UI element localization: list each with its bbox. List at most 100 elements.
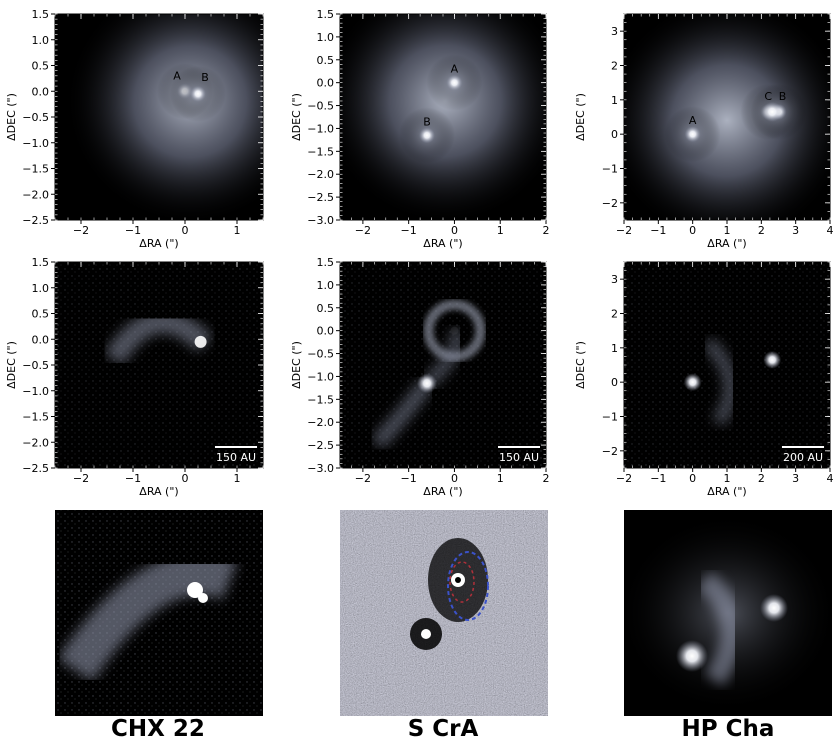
star-core <box>683 373 702 392</box>
y-tick-label: 0.0 <box>32 85 50 98</box>
star-label: A <box>173 69 181 82</box>
x-tick-label: 0 <box>689 472 696 485</box>
image-area <box>340 14 546 220</box>
y-tick-label: −0.5 <box>307 348 334 361</box>
star-label: B <box>779 90 787 103</box>
y-tick-label: 0.5 <box>32 308 50 321</box>
scale-bar-label: 150 AU <box>499 451 539 464</box>
x-axis-label: ΔRA (") <box>139 485 178 498</box>
zoom-image <box>340 510 548 716</box>
y-tick-label: −3.0 <box>307 214 334 227</box>
star-label: B <box>201 71 209 84</box>
disk-arc <box>702 337 738 427</box>
halo <box>624 14 830 220</box>
zoom-image <box>624 510 832 716</box>
y-tick-label: 1.5 <box>317 8 335 21</box>
y-tick-label: 1.0 <box>32 282 50 295</box>
y-tick-label: −0.5 <box>307 100 334 113</box>
y-tick-label: 0.0 <box>317 77 335 90</box>
y-axis-label: ΔDEC (") <box>5 341 18 389</box>
x-axis-label: ΔRA (") <box>707 485 746 498</box>
x-tick-label: 4 <box>827 224 834 237</box>
y-tick-label: −2.0 <box>307 168 334 181</box>
y-tick-label: 1.0 <box>317 31 335 44</box>
image-area <box>55 14 263 220</box>
x-tick-label: 0 <box>689 224 696 237</box>
x-tick-label: 1 <box>724 224 731 237</box>
y-tick-label: −1.5 <box>22 411 49 424</box>
y-tick-label: 0.5 <box>317 54 335 67</box>
noise <box>55 510 263 716</box>
y-tick-label: 1.5 <box>32 8 50 21</box>
y-tick-label: −2.5 <box>307 191 334 204</box>
x-tick-label: −1 <box>650 472 666 485</box>
x-tick-label: −1 <box>650 224 666 237</box>
star-core <box>416 373 437 394</box>
star-core <box>421 629 431 639</box>
y-tick-label: 3 <box>611 273 618 286</box>
y-tick-label: −1.5 <box>307 145 334 158</box>
y-tick-label: −1.0 <box>22 137 49 150</box>
x-tick-label: −1 <box>401 224 417 237</box>
y-axis-label: ΔDEC (") <box>574 93 587 141</box>
y-tick-label: −3.0 <box>307 462 334 475</box>
caption-scra: S CrA <box>407 716 479 742</box>
x-tick-label: −2 <box>73 224 89 237</box>
y-tick-label: −2.5 <box>22 214 49 227</box>
x-tick-label: 0 <box>182 224 189 237</box>
x-axis-label: ΔRA (") <box>707 237 746 250</box>
x-tick-label: 1 <box>497 224 504 237</box>
image-area <box>55 262 263 468</box>
x-tick-label: −2 <box>73 472 89 485</box>
image-area <box>624 14 830 220</box>
y-tick-label: −0.5 <box>22 111 49 124</box>
y-tick-label: −1.0 <box>307 370 334 383</box>
star-core <box>763 350 782 369</box>
x-tick-label: −2 <box>616 472 632 485</box>
star-core <box>198 593 208 603</box>
zoom-panel-0 <box>55 510 263 716</box>
fit-ellipse <box>447 551 489 621</box>
x-tick-label: 2 <box>758 472 765 485</box>
zoom-panel-1 <box>340 510 548 716</box>
y-axis-label: ΔDEC (") <box>290 341 303 389</box>
y-tick-label: 1 <box>611 342 618 355</box>
x-tick-label: 2 <box>543 472 550 485</box>
fit-ellipse-inner <box>449 561 475 603</box>
x-tick-label: −2 <box>355 224 371 237</box>
y-tick-label: 1 <box>611 94 618 107</box>
y-axis-label: ΔDEC (") <box>5 93 18 141</box>
scale-bar-label: 150 AU <box>216 451 256 464</box>
caption-hpcha: HP Cha <box>681 716 775 742</box>
star-core <box>194 335 207 348</box>
x-axis-label: ΔRA (") <box>423 485 462 498</box>
y-tick-label: 0.0 <box>32 333 50 346</box>
star-core <box>190 85 206 102</box>
y-tick-label: 1.0 <box>317 279 335 292</box>
star-label: C <box>764 90 772 103</box>
noise <box>55 262 263 468</box>
y-tick-label: 0.5 <box>32 60 50 73</box>
star-label: A <box>689 114 697 127</box>
x-tick-label: 0 <box>451 472 458 485</box>
star-core <box>418 127 435 144</box>
x-tick-label: 1 <box>234 224 241 237</box>
y-tick-label: −2.0 <box>22 188 49 201</box>
zoom-panel-2 <box>624 510 832 716</box>
y-tick-label: 2 <box>611 60 618 73</box>
x-tick-label: 1 <box>724 472 731 485</box>
scale-bar-label: 200 AU <box>783 451 823 464</box>
y-tick-label: −2 <box>602 197 618 210</box>
y-tick-label: −2.5 <box>307 439 334 452</box>
x-axis-label: ΔRA (") <box>423 237 462 250</box>
y-tick-label: 0 <box>611 128 618 141</box>
x-axis-label: ΔRA (") <box>139 237 178 250</box>
star-core <box>762 101 783 122</box>
y-tick-label: −1 <box>602 163 618 176</box>
image-area <box>340 262 546 468</box>
x-tick-label: 0 <box>182 472 189 485</box>
star-core <box>187 582 203 598</box>
y-tick-label: 2 <box>611 308 618 321</box>
zoom-image <box>55 510 263 716</box>
